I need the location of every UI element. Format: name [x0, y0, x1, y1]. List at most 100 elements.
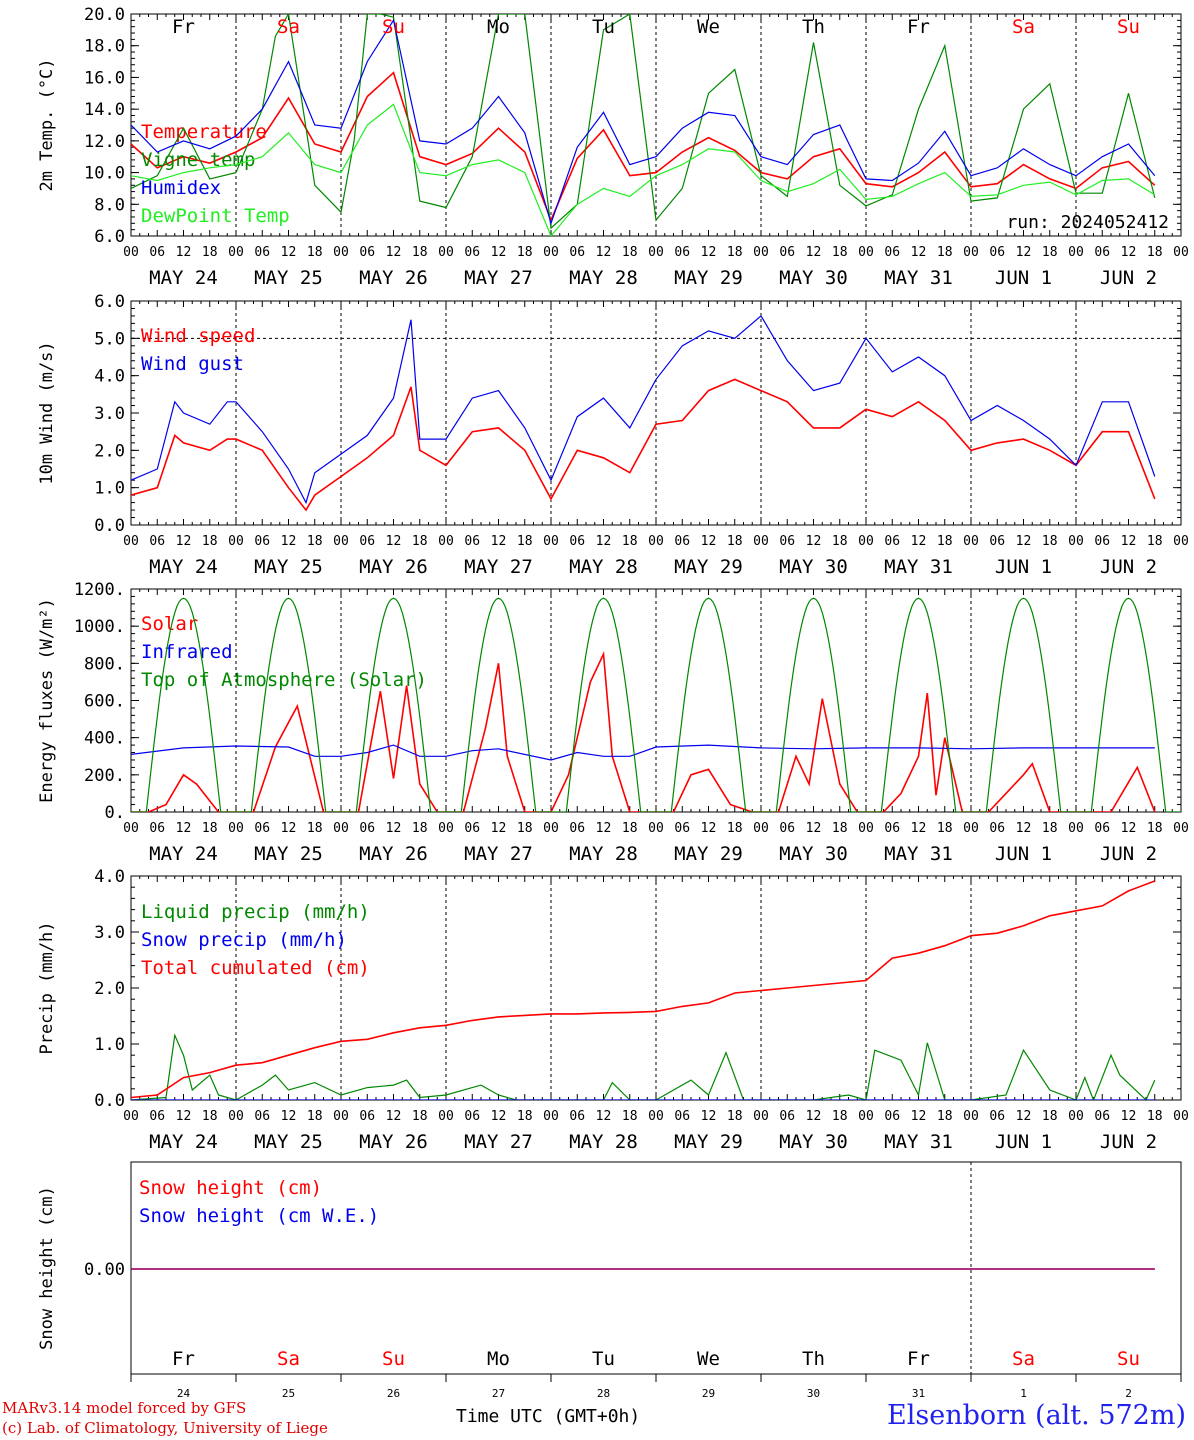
y-tick-label: 600. — [84, 692, 125, 712]
series-line — [131, 880, 1156, 1099]
date-label: MAY 28 — [569, 1131, 638, 1153]
date-label: MAY 30 — [779, 843, 848, 865]
hour-tick-label: 06 — [359, 1109, 375, 1124]
y-tick-label: 14.0 — [84, 100, 125, 120]
hour-tick-label: 00 — [858, 534, 874, 549]
day-of-week-label: Su — [382, 1348, 405, 1370]
hour-tick-label: 18 — [937, 245, 953, 260]
hour-tick-label: 00 — [543, 245, 559, 260]
hour-tick-label: 18 — [412, 1109, 428, 1124]
date-label: MAY 26 — [359, 267, 428, 289]
date-label: MAY 29 — [674, 556, 743, 578]
hour-tick-label: 06 — [359, 245, 375, 260]
date-label: MAY 27 — [464, 556, 533, 578]
hour-tick-label: 06 — [149, 245, 165, 260]
hour-tick-label: 18 — [622, 1109, 638, 1124]
hour-tick-label: 18 — [727, 245, 743, 260]
hour-tick-label: 06 — [989, 245, 1005, 260]
date-label: MAY 25 — [254, 1131, 323, 1153]
date-label: MAY 24 — [149, 1131, 218, 1153]
hour-tick-label: 12 — [386, 534, 402, 549]
legend-entry: Snow height (cm) — [139, 1177, 322, 1199]
day-of-week-label: Sa — [277, 1348, 300, 1370]
hour-tick-label: 06 — [1094, 245, 1110, 260]
hour-tick-label: 18 — [727, 534, 743, 549]
hour-tick-label: 12 — [701, 821, 717, 836]
hour-tick-label: 12 — [281, 245, 297, 260]
hour-tick-label: 18 — [307, 1109, 323, 1124]
y-tick-label: 1200. — [74, 580, 125, 600]
y-tick-label: 400. — [84, 729, 125, 749]
date-label: MAY 28 — [569, 556, 638, 578]
day-of-week-label: Tu — [592, 16, 615, 38]
legend-entry: Infrared — [141, 641, 233, 663]
hour-tick-label: 00 — [1173, 245, 1189, 260]
day-of-week-label: Mo — [487, 1348, 510, 1370]
hour-tick-label: 18 — [832, 245, 848, 260]
hour-tick-label: 00 — [438, 245, 454, 260]
hour-tick-label: 18 — [832, 1109, 848, 1124]
hour-tick-label: 00 — [963, 821, 979, 836]
hour-tick-label: 12 — [491, 821, 507, 836]
hour-tick-label: 12 — [701, 534, 717, 549]
hour-tick-label: 12 — [911, 1109, 927, 1124]
hour-tick-label: 00 — [543, 821, 559, 836]
y-tick-label: 18.0 — [84, 37, 125, 57]
hour-tick-label: 18 — [727, 1109, 743, 1124]
hour-tick-label: 00 — [1173, 1109, 1189, 1124]
day-of-week-label: Fr — [172, 1348, 195, 1370]
date-label: JUN 1 — [995, 1131, 1052, 1153]
hour-tick-label: 00 — [1173, 821, 1189, 836]
hour-tick-label: 18 — [937, 821, 953, 836]
hour-tick-label: 18 — [1042, 245, 1058, 260]
hour-tick-label: 12 — [176, 1109, 192, 1124]
day-of-week-label: Su — [382, 16, 405, 38]
y-tick-label: 6.0 — [94, 227, 125, 247]
date-label: MAY 27 — [464, 843, 533, 865]
hour-tick-label: 12 — [281, 1109, 297, 1124]
hour-tick-label: 18 — [937, 1109, 953, 1124]
hour-tick-label: 06 — [464, 245, 480, 260]
hour-tick-label: 18 — [832, 534, 848, 549]
hour-tick-label: 00 — [648, 1109, 664, 1124]
hour-tick-label: 18 — [307, 821, 323, 836]
hour-tick-label: 00 — [1068, 245, 1084, 260]
date-label: MAY 30 — [779, 1131, 848, 1153]
hour-tick-label: 18 — [412, 534, 428, 549]
day-number-label: 28 — [597, 1387, 610, 1400]
hour-tick-label: 00 — [228, 534, 244, 549]
date-label: MAY 31 — [884, 556, 953, 578]
hour-tick-label: 12 — [1121, 1109, 1137, 1124]
legend-entry: Solar — [141, 613, 198, 635]
hour-tick-label: 06 — [464, 821, 480, 836]
hour-tick-label: 12 — [281, 534, 297, 549]
hour-tick-label: 18 — [517, 534, 533, 549]
hour-tick-label: 00 — [438, 821, 454, 836]
y-tick-label: 4.0 — [94, 367, 125, 387]
date-label: MAY 29 — [674, 267, 743, 289]
hour-tick-label: 18 — [832, 821, 848, 836]
date-label: MAY 30 — [779, 556, 848, 578]
day-of-week-label: Th — [802, 16, 825, 38]
hour-tick-label: 06 — [674, 245, 690, 260]
hour-tick-label: 00 — [753, 821, 769, 836]
hour-tick-label: 18 — [517, 821, 533, 836]
hour-tick-label: 00 — [1068, 534, 1084, 549]
hour-tick-label: 06 — [149, 534, 165, 549]
hour-tick-label: 00 — [543, 1109, 559, 1124]
hour-tick-label: 00 — [648, 821, 664, 836]
day-number-label: 26 — [387, 1387, 400, 1400]
hour-tick-label: 06 — [569, 1109, 585, 1124]
legend-entry: DewPoint Temp — [141, 205, 290, 227]
hour-tick-label: 12 — [176, 534, 192, 549]
hour-tick-label: 00 — [333, 821, 349, 836]
hour-tick-label: 12 — [1121, 245, 1137, 260]
hour-tick-label: 18 — [1147, 534, 1163, 549]
date-label: MAY 25 — [254, 556, 323, 578]
date-label: MAY 28 — [569, 843, 638, 865]
hour-tick-label: 00 — [228, 245, 244, 260]
y-tick-label: 6.0 — [94, 292, 125, 312]
hour-tick-label: 18 — [517, 245, 533, 260]
hour-tick-label: 00 — [648, 245, 664, 260]
legend-entry: Wind speed — [141, 325, 255, 347]
